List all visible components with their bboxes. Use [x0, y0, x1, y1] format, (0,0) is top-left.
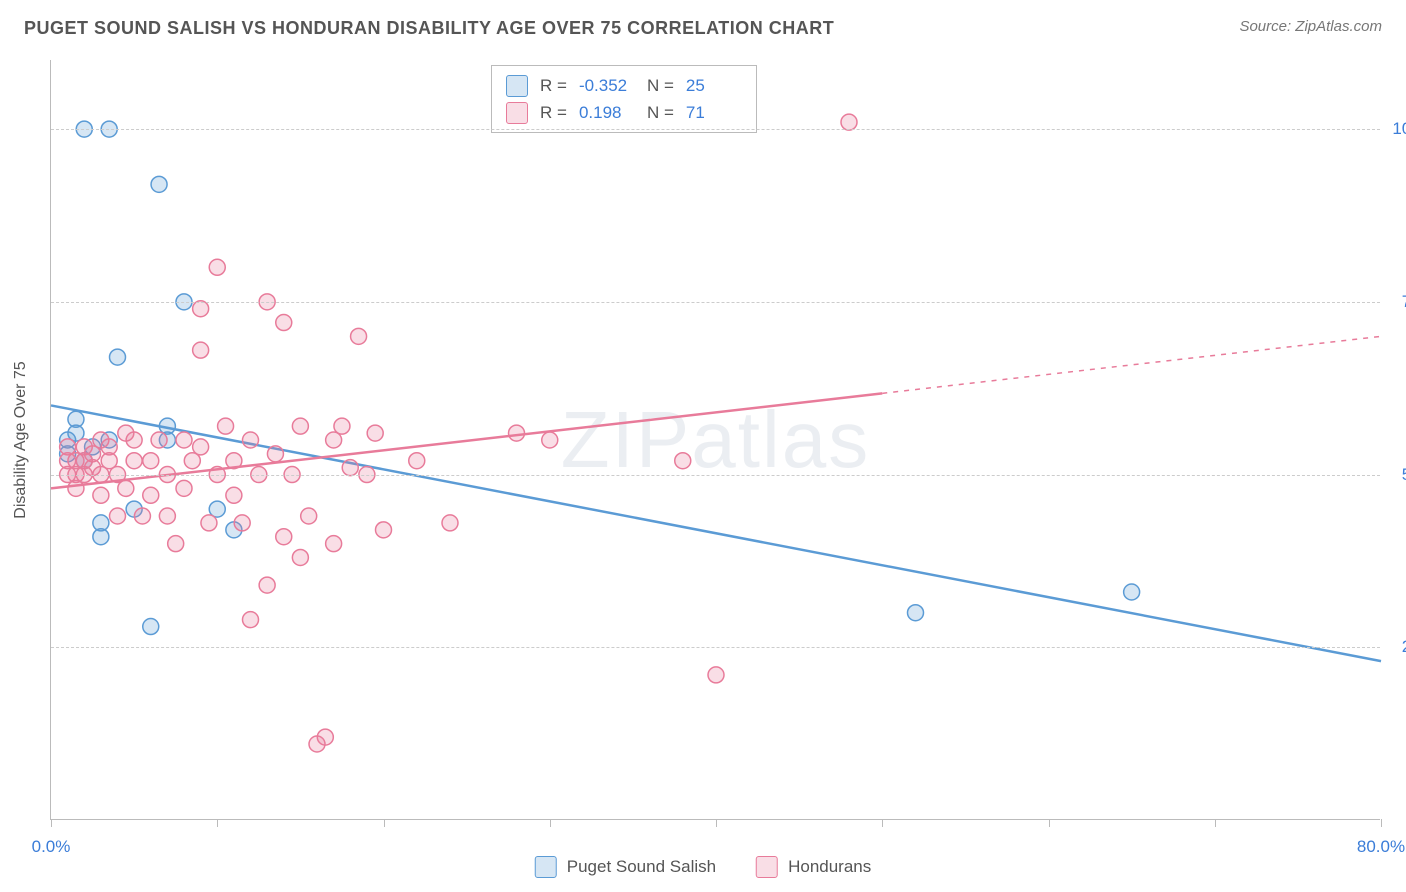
- legend-label-series2: Hondurans: [788, 857, 871, 877]
- data-point: [193, 342, 209, 358]
- r-label: R =: [540, 72, 567, 99]
- y-tick-label: 50.0%: [1390, 465, 1406, 485]
- data-point: [409, 453, 425, 469]
- r-value-series2: 0.198: [579, 99, 635, 126]
- y-tick-label: 100.0%: [1390, 119, 1406, 139]
- y-tick-label: 75.0%: [1390, 292, 1406, 312]
- gridline: [51, 129, 1380, 130]
- data-point: [675, 453, 691, 469]
- y-axis-label: Disability Age Over 75: [12, 361, 30, 518]
- data-point: [226, 487, 242, 503]
- x-tick: [1215, 819, 1216, 827]
- r-label: R =: [540, 99, 567, 126]
- data-point: [193, 301, 209, 317]
- y-tick-label: 25.0%: [1390, 637, 1406, 657]
- data-point: [101, 439, 117, 455]
- stats-row-series1: R = -0.352 N = 25: [506, 72, 742, 99]
- data-point: [193, 439, 209, 455]
- gridline: [51, 475, 1380, 476]
- data-point: [201, 515, 217, 531]
- data-point: [134, 508, 150, 524]
- data-point: [301, 508, 317, 524]
- legend-label-series1: Puget Sound Salish: [567, 857, 716, 877]
- x-tick-label: 0.0%: [32, 837, 71, 857]
- x-tick: [1381, 819, 1382, 827]
- data-point: [276, 529, 292, 545]
- data-point: [442, 515, 458, 531]
- chart-plot-area: Disability Age Over 75 ZIPatlas R = -0.3…: [50, 60, 1380, 820]
- data-point: [93, 487, 109, 503]
- n-value-series2: 71: [686, 99, 742, 126]
- data-point: [143, 453, 159, 469]
- data-point: [168, 536, 184, 552]
- gridline: [51, 647, 1380, 648]
- data-point: [110, 508, 126, 524]
- swatch-series2: [506, 102, 528, 124]
- x-tick: [384, 819, 385, 827]
- stats-row-series2: R = 0.198 N = 71: [506, 99, 742, 126]
- data-point: [292, 549, 308, 565]
- source-attribution: Source: ZipAtlas.com: [1239, 18, 1382, 35]
- data-point: [209, 259, 225, 275]
- correlation-stats-box: R = -0.352 N = 25 R = 0.198 N = 71: [491, 65, 757, 133]
- data-point: [351, 328, 367, 344]
- x-tick: [1049, 819, 1050, 827]
- data-point: [176, 432, 192, 448]
- data-point: [93, 515, 109, 531]
- data-point: [259, 577, 275, 593]
- data-point: [267, 446, 283, 462]
- data-point: [326, 536, 342, 552]
- bottom-legend: Puget Sound Salish Hondurans: [535, 856, 872, 878]
- data-point: [218, 418, 234, 434]
- data-point: [542, 432, 558, 448]
- n-label: N =: [647, 72, 674, 99]
- data-point: [126, 432, 142, 448]
- chart-title: PUGET SOUND SALISH VS HONDURAN DISABILIT…: [24, 18, 834, 39]
- data-point: [110, 349, 126, 365]
- n-value-series1: 25: [686, 72, 742, 99]
- data-point: [841, 114, 857, 130]
- x-tick: [716, 819, 717, 827]
- data-point: [334, 418, 350, 434]
- data-point: [276, 315, 292, 331]
- legend-swatch-series1: [535, 856, 557, 878]
- data-point: [292, 418, 308, 434]
- data-point: [126, 453, 142, 469]
- n-label: N =: [647, 99, 674, 126]
- data-point: [176, 480, 192, 496]
- data-point: [1124, 584, 1140, 600]
- data-point: [118, 480, 134, 496]
- data-point: [243, 612, 259, 628]
- trend-line-dashed: [882, 336, 1381, 393]
- data-point: [908, 605, 924, 621]
- data-point: [234, 515, 250, 531]
- x-tick: [550, 819, 551, 827]
- legend-swatch-series2: [756, 856, 778, 878]
- data-point: [317, 729, 333, 745]
- data-point: [143, 619, 159, 635]
- x-tick: [51, 819, 52, 827]
- data-point: [68, 411, 84, 427]
- x-tick: [882, 819, 883, 827]
- data-point: [376, 522, 392, 538]
- data-point: [367, 425, 383, 441]
- gridline: [51, 302, 1380, 303]
- data-point: [509, 425, 525, 441]
- data-point: [708, 667, 724, 683]
- data-point: [243, 432, 259, 448]
- x-tick: [217, 819, 218, 827]
- scatter-svg: [51, 60, 1380, 819]
- data-point: [151, 432, 167, 448]
- legend-item-series2: Hondurans: [756, 856, 871, 878]
- r-value-series1: -0.352: [579, 72, 635, 99]
- data-point: [151, 176, 167, 192]
- x-tick-label: 80.0%: [1357, 837, 1405, 857]
- data-point: [143, 487, 159, 503]
- legend-item-series1: Puget Sound Salish: [535, 856, 716, 878]
- data-point: [159, 508, 175, 524]
- data-point: [342, 460, 358, 476]
- swatch-series1: [506, 75, 528, 97]
